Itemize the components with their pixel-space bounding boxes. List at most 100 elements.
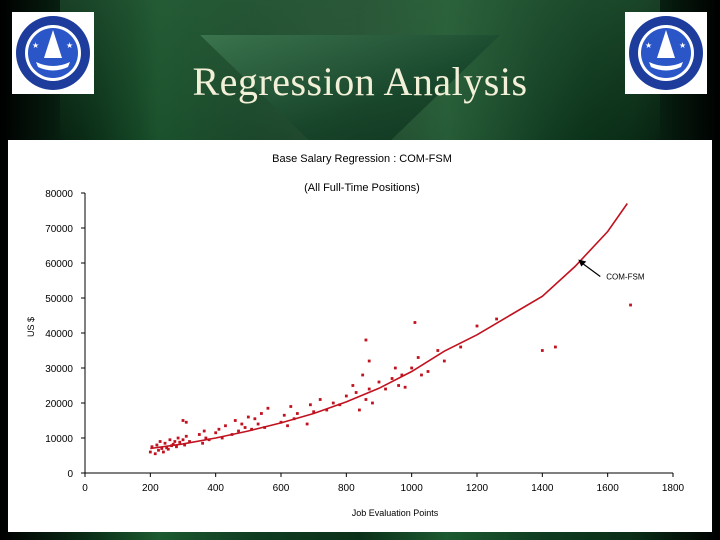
y-tick-label: 50000 bbox=[45, 294, 73, 305]
data-point bbox=[318, 398, 322, 401]
x-tick-label: 1600 bbox=[597, 483, 620, 494]
y-tick-label: 30000 bbox=[45, 364, 73, 375]
data-point bbox=[459, 345, 463, 349]
data-point bbox=[305, 422, 309, 426]
data-point bbox=[178, 440, 182, 444]
data-point bbox=[202, 429, 206, 433]
y-tick-label: 0 bbox=[67, 469, 73, 480]
slide-title: Regression Analysis bbox=[192, 59, 528, 104]
data-point bbox=[176, 436, 180, 440]
chart-panel: Base Salary Regression : COM-FSM (All Fu… bbox=[8, 140, 712, 532]
svg-text:★: ★ bbox=[679, 41, 686, 50]
data-point bbox=[230, 433, 234, 436]
data-point bbox=[184, 434, 188, 438]
x-tick-label: 200 bbox=[142, 483, 159, 494]
data-point bbox=[166, 447, 170, 451]
data-point bbox=[390, 377, 394, 380]
data-point bbox=[413, 321, 417, 324]
data-point bbox=[344, 394, 348, 398]
data-point bbox=[377, 380, 381, 384]
data-point bbox=[188, 440, 191, 443]
data-point bbox=[420, 373, 423, 377]
data-point bbox=[207, 438, 211, 442]
data-point bbox=[256, 422, 260, 426]
annotation-arrowhead bbox=[578, 259, 587, 267]
college-seal-logo-right: ★ ★ bbox=[625, 12, 707, 94]
data-point bbox=[246, 415, 250, 419]
chart-title: Base Salary Regression : COM-FSM bbox=[272, 153, 452, 165]
annotation-arrow-line bbox=[580, 262, 601, 277]
annotation-group: COM-FSM bbox=[578, 259, 645, 282]
data-point bbox=[197, 433, 201, 436]
data-point bbox=[629, 303, 632, 307]
x-tick-label: 800 bbox=[338, 483, 355, 494]
y-tick-label: 60000 bbox=[45, 259, 73, 270]
data-point bbox=[165, 446, 169, 450]
data-point bbox=[237, 429, 240, 433]
data-point bbox=[400, 373, 404, 377]
data-point bbox=[279, 420, 283, 424]
data-point bbox=[153, 452, 157, 456]
data-point bbox=[495, 317, 498, 321]
y-tick-label: 70000 bbox=[45, 224, 73, 235]
data-point bbox=[173, 440, 177, 443]
data-point bbox=[403, 385, 407, 389]
chart-subtitle: (All Full-Time Positions) bbox=[304, 182, 420, 194]
data-point bbox=[168, 438, 172, 442]
data-point bbox=[217, 427, 221, 431]
data-point bbox=[358, 408, 361, 412]
data-point bbox=[183, 443, 187, 447]
data-point bbox=[263, 426, 267, 429]
data-point bbox=[175, 445, 178, 449]
data-point bbox=[289, 405, 293, 408]
data-point bbox=[442, 359, 446, 363]
data-point bbox=[426, 370, 430, 373]
data-point bbox=[325, 408, 329, 412]
y-axis-label: US $ bbox=[26, 317, 36, 337]
data-points-group bbox=[148, 303, 632, 456]
college-seal-logo-left: ★ ★ bbox=[12, 12, 94, 94]
regression-line-group bbox=[150, 203, 628, 450]
data-point bbox=[384, 387, 387, 391]
data-point bbox=[309, 403, 312, 407]
data-point bbox=[295, 412, 299, 415]
data-point bbox=[282, 413, 286, 417]
x-tick-label: 1400 bbox=[531, 483, 554, 494]
data-point bbox=[312, 410, 316, 414]
data-point bbox=[181, 419, 185, 422]
data-point bbox=[364, 398, 368, 401]
data-point bbox=[367, 359, 371, 363]
regression-chart: Base Salary Regression : COM-FSM (All Fu… bbox=[26, 153, 685, 518]
x-axis-label: Job Evaluation Points bbox=[352, 508, 439, 518]
data-point bbox=[214, 431, 218, 435]
data-point bbox=[266, 406, 270, 410]
data-point bbox=[204, 436, 208, 440]
data-point bbox=[184, 420, 188, 424]
data-point bbox=[292, 417, 296, 421]
data-point bbox=[170, 444, 173, 448]
data-point bbox=[160, 447, 164, 450]
y-ticks: 0 10000 20000 30000 40000 50000 60000 70000 8000… bbox=[45, 189, 85, 480]
data-point bbox=[371, 401, 374, 405]
data-point bbox=[250, 427, 253, 431]
data-point bbox=[540, 349, 544, 352]
data-point bbox=[240, 422, 244, 426]
data-point bbox=[338, 403, 342, 407]
data-point bbox=[148, 450, 152, 454]
data-point bbox=[243, 426, 247, 429]
data-point bbox=[410, 366, 414, 370]
y-tick-label: 10000 bbox=[45, 434, 73, 445]
data-point bbox=[158, 440, 162, 443]
data-point bbox=[436, 349, 440, 352]
svg-text:★: ★ bbox=[66, 41, 73, 50]
data-point bbox=[224, 424, 227, 428]
data-point bbox=[475, 324, 479, 328]
data-point bbox=[157, 448, 160, 452]
data-point bbox=[554, 345, 557, 349]
data-point bbox=[260, 412, 263, 415]
x-ticks: 0 200 400 600 800 1000 1200 1400 1600 1800 bbox=[82, 473, 685, 494]
data-point bbox=[331, 401, 335, 405]
data-point bbox=[201, 441, 204, 445]
data-point bbox=[163, 441, 167, 445]
y-tick-label: 80000 bbox=[45, 189, 73, 200]
